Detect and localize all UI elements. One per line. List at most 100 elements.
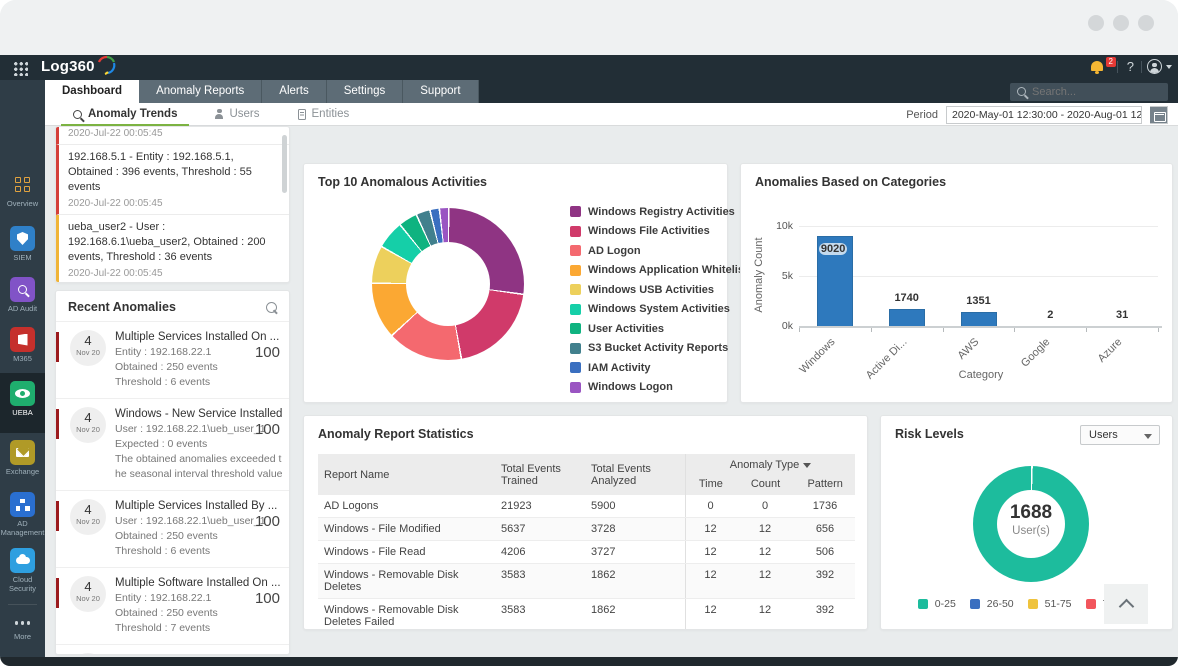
legend-item[interactable]: User Activities — [570, 319, 764, 339]
sidebar-item-ad-audit[interactable]: AD Audit — [0, 277, 45, 314]
cell-report-name: Windows - File Read — [324, 546, 426, 558]
x-tick-mark — [942, 328, 944, 332]
bar-aws[interactable] — [960, 312, 997, 326]
tab-alerts[interactable]: Alerts — [262, 80, 327, 103]
legend-label: Windows Registry Activities — [588, 205, 735, 218]
legend-item[interactable]: 0-25 — [917, 594, 956, 614]
sidebar-item-ad-management[interactable]: AD Management — [0, 492, 45, 537]
col-total-events-analyzed: Total Events Analyzed — [591, 462, 651, 487]
legend-swatch — [1085, 598, 1096, 609]
anomaly-list-item[interactable]: 4 Nov 20 Multiple Software Installed On ..… — [56, 567, 289, 644]
table-row[interactable]: Windows - File Read 4206 3727 12 12 506 — [318, 541, 855, 564]
sidebar-item-cloud-security[interactable]: Cloud Security — [0, 548, 45, 593]
subtab-users[interactable]: Users — [203, 103, 271, 126]
sidebar-item-label: AD Management — [0, 519, 45, 537]
anomaly-detail-line: User : 192.168.22.1\ueb_user_1 — [115, 515, 266, 527]
x-category-label[interactable]: Windows — [797, 336, 838, 377]
sidebar-item-exchange[interactable]: Exchange — [0, 440, 45, 477]
severity-bar — [56, 332, 59, 362]
x-category-label[interactable]: Azure — [1095, 336, 1125, 365]
top-anomalous-activities-card: Top 10 Anomalous Activities Windows Regi… — [303, 163, 764, 403]
period-range-field[interactable]: 2020-May-01 12:30:00 - 2020-Aug-01 12... — [946, 106, 1142, 124]
sidebar-item-siem[interactable]: SIEM — [0, 226, 45, 263]
risk-user-unit: User(s) — [1012, 525, 1050, 537]
global-search[interactable] — [1010, 82, 1168, 101]
table-row[interactable]: Windows - File Modified 5637 3728 12 12 656 — [318, 518, 855, 541]
legend-item[interactable]: Windows Registry Activities — [570, 202, 764, 222]
legend-swatch — [570, 225, 581, 237]
legend-item[interactable]: Windows USB Activities — [570, 280, 764, 300]
notification-count-badge: 2 — [1105, 57, 1116, 67]
anomaly-list-item[interactable]: 4 Nov 20 Multiple Services Installed By ..… — [56, 490, 289, 567]
sidebar-item-ueba[interactable]: UEBA — [0, 381, 45, 418]
x-tick-mark — [1158, 328, 1159, 332]
col-time: Time — [698, 478, 723, 490]
legend-item[interactable]: Windows System Activities — [570, 300, 764, 320]
anomaly-detail-line: User : 192.168.22.1\ueb_user_1 — [115, 423, 266, 435]
anomaly-detail-line: Threshold : 6 events — [115, 545, 211, 557]
anomaly-detail-line: Obtained : 250 events — [115, 607, 218, 619]
legend-item[interactable]: Windows Application Whitelisting — [570, 261, 764, 281]
app-grid-icon[interactable] — [13, 61, 28, 76]
sidebar-item-label: SIEM — [13, 253, 32, 262]
cell-trained: 3583 — [501, 569, 526, 581]
donut-legend: Windows Registry Activities Windows File … — [570, 202, 764, 397]
legend-item[interactable]: S3 Bucket Activity Reports — [570, 339, 764, 359]
notifications-bell-icon[interactable] — [1091, 61, 1103, 74]
recent-anomalies-search-icon[interactable] — [266, 301, 277, 313]
date-month: Nov 20 — [76, 348, 100, 357]
anomaly-list-item[interactable]: 4 Nov 20 Multiple Services Installed On ..… — [56, 321, 289, 398]
bar-value-label: 31 — [1115, 308, 1129, 321]
notification-item[interactable]: 2020-Jul-22 00:05:45 — [56, 127, 289, 145]
subtab-anomaly-trends[interactable]: Anomaly Trends — [61, 103, 190, 127]
table-row[interactable]: Windows - Removable Disk Deletes 3583 1862… — [318, 564, 855, 599]
legend-item[interactable]: AD Logon — [570, 241, 764, 261]
legend-item[interactable]: Windows File Activities — [570, 222, 764, 242]
anomaly-list-item[interactable]: 4 Nov 20 Windows - New Service Installed Us… — [56, 398, 289, 490]
table-row[interactable]: Windows - Removable Disk Deletes Failed 3… — [318, 599, 855, 629]
tab-support[interactable]: Support — [403, 80, 479, 103]
search-input[interactable] — [1032, 85, 1152, 98]
search-icon — [1017, 87, 1026, 96]
anomaly-score: 100 — [254, 513, 280, 530]
anomaly-detail-line: Threshold : 6 events — [115, 376, 211, 388]
tab-dashboard[interactable]: Dashboard — [45, 80, 140, 103]
anomaly-title: Windows - Software Installed — [115, 653, 247, 654]
notification-item[interactable]: ueba_user2 - User : 192.168.6.1\ueba_use… — [56, 215, 289, 282]
date-month: Nov 20 — [76, 425, 100, 434]
risk-entity-selector[interactable]: Users — [1080, 425, 1160, 445]
help-icon[interactable]: ? — [1126, 59, 1134, 74]
date-day: 4 — [84, 502, 92, 517]
subtab-entities[interactable]: Entities — [286, 103, 362, 126]
anomaly-title: Multiple Services Installed By ... — [115, 500, 278, 512]
notification-item[interactable]: 192.168.5.1 - Entity : 192.168.5.1, Obta… — [56, 145, 289, 215]
sidebar-item-overview[interactable]: Overview — [0, 172, 45, 209]
user-menu-caret-icon[interactable] — [1166, 65, 1172, 69]
bar-activedi[interactable] — [888, 308, 925, 326]
anomaly-details: Multiple Software Installed On ... Entity… — [115, 576, 281, 636]
more-dots-icon — [10, 616, 35, 630]
legend-swatch — [969, 598, 980, 609]
legend-item[interactable]: Windows Logon — [570, 378, 764, 398]
product-logo: Log360 — [41, 58, 95, 75]
scroll-to-top-button[interactable] — [1104, 584, 1148, 624]
table-row[interactable]: AD Logons 21923 5900 0 0 1736 — [318, 495, 855, 518]
col-anomaly-type-dropdown[interactable]: Anomaly Type — [685, 454, 855, 473]
legend-item[interactable]: 51-75 — [1027, 594, 1072, 614]
legend-item[interactable]: 26-50 — [969, 594, 1014, 614]
anomaly-detail-line: Obtained : 250 events — [115, 530, 218, 542]
date-month: Nov 20 — [76, 517, 100, 526]
scrollbar-thumb[interactable] — [282, 135, 287, 193]
tab-anomaly-reports[interactable]: Anomaly Reports — [139, 80, 263, 103]
tab-settings[interactable]: Settings — [326, 80, 404, 103]
sidebar-item-more[interactable]: More — [0, 616, 45, 642]
legend-item[interactable]: IAM Activity — [570, 358, 764, 378]
user-avatar[interactable] — [1147, 59, 1162, 74]
donut-hole — [406, 242, 490, 326]
cell-time: 0 — [685, 495, 735, 517]
x-category-label[interactable]: Active Di... — [863, 336, 910, 382]
subtab-label: Entities — [311, 108, 350, 120]
sidebar-item-m365[interactable]: M365 — [0, 327, 45, 364]
calendar-icon[interactable] — [1150, 106, 1168, 124]
